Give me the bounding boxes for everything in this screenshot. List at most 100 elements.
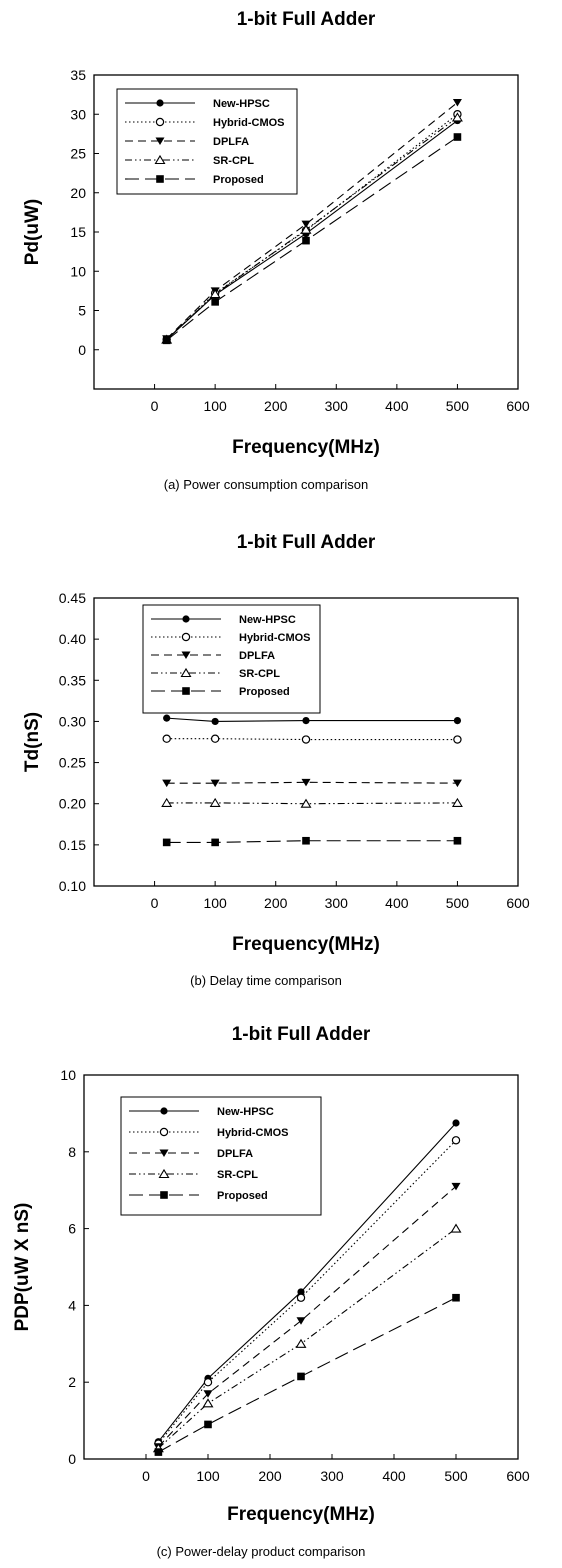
data-point <box>302 836 310 845</box>
y-tick-label: 0.45 <box>59 590 86 606</box>
legend-label: DPLFA <box>213 136 249 148</box>
series-line <box>166 136 458 341</box>
legend-label: Proposed <box>217 1190 268 1202</box>
x-tick-label: 600 <box>506 1468 530 1484</box>
legend-label: Hybrid-CMOS <box>217 1127 289 1139</box>
y-tick-label: 0.40 <box>59 631 86 647</box>
data-point <box>451 1136 461 1145</box>
y-tick-label: 0.25 <box>59 755 86 771</box>
data-point <box>203 1390 213 1398</box>
legend-label: Proposed <box>213 174 264 186</box>
y-tick-label: 25 <box>70 146 86 162</box>
series-line <box>157 1185 457 1448</box>
data-point <box>209 797 221 807</box>
legend-label: New-HPSC <box>239 614 296 626</box>
x-tick-label: 400 <box>382 1468 406 1484</box>
x-tick-label: 600 <box>506 895 530 911</box>
data-point <box>452 1293 460 1302</box>
y-tick-label: 0.30 <box>59 713 86 729</box>
x-axis-label: Frequency(MHz) <box>227 1504 375 1525</box>
legend-label: SR-CPL <box>213 155 254 167</box>
data-point <box>451 1182 461 1191</box>
plot-frame <box>83 1074 519 1460</box>
chart-title: 1-bit Full Adder <box>237 9 376 30</box>
y-tick-label: 2 <box>68 1374 76 1390</box>
x-tick-label: 0 <box>151 398 159 414</box>
legend-marker <box>160 1107 168 1115</box>
x-tick-label: 300 <box>320 1468 344 1484</box>
series-line <box>166 802 458 805</box>
x-tick-label: 500 <box>446 895 470 911</box>
legend-label: DPLFA <box>217 1148 253 1160</box>
y-tick-label: 0.15 <box>59 837 86 853</box>
x-tick-label: 500 <box>446 398 470 414</box>
x-axis-label: Frequency(MHz) <box>232 437 380 458</box>
data-point <box>154 1448 163 1456</box>
data-point <box>301 778 311 787</box>
figure-caption: (c) Power-delay product comparison <box>157 1544 366 1559</box>
series-line <box>166 717 458 722</box>
legend-label: New-HPSC <box>217 1106 274 1118</box>
x-tick-label: 100 <box>196 1468 220 1484</box>
chart-title: 1-bit Full Adder <box>237 532 376 553</box>
data-point <box>452 98 462 107</box>
data-point <box>453 836 462 845</box>
y-tick-label: 8 <box>68 1144 76 1160</box>
legend: New-HPSC Hybrid-CMOS DPLFA SR-CPL Proposed <box>116 88 298 195</box>
legend-label: Hybrid-CMOS <box>239 632 311 644</box>
legend-marker <box>182 687 190 695</box>
legend-label: Proposed <box>239 686 290 698</box>
data-point <box>211 717 219 726</box>
legend-marker <box>182 615 190 623</box>
legend-label: SR-CPL <box>217 1169 258 1181</box>
legend-marker <box>158 1168 170 1179</box>
chart-panel-1: 1-bit Full Adder 0 5 10 15 20 25 30 35 0 100 200 300… <box>22 9 530 492</box>
y-tick-label: 0 <box>78 342 86 358</box>
y-tick-label: 20 <box>70 185 86 201</box>
series-proposed <box>154 1293 460 1456</box>
series-proposed <box>162 836 462 847</box>
data-point <box>453 735 462 744</box>
y-tick-label: 5 <box>78 303 86 319</box>
legend-marker <box>180 667 192 678</box>
y-axis-label: Pd(uW) <box>22 199 43 265</box>
data-point <box>162 779 172 788</box>
y-tick-label: 0.10 <box>59 878 86 894</box>
legend-label: Hybrid-CMOS <box>213 117 285 129</box>
legend-label: DPLFA <box>239 650 275 662</box>
data-point <box>297 1372 305 1381</box>
y-tick-label: 0.35 <box>59 672 86 688</box>
data-point <box>452 1119 460 1127</box>
legend-marker <box>154 154 166 165</box>
data-point <box>301 735 311 744</box>
series-dplfa <box>153 1182 461 1451</box>
x-tick-label: 100 <box>203 398 227 414</box>
series-line <box>166 840 458 843</box>
figure-caption: (a) Power consumption comparison <box>164 477 368 492</box>
data-point <box>302 236 310 245</box>
series-line <box>166 120 458 340</box>
y-tick-label: 4 <box>68 1297 76 1313</box>
legend-marker <box>181 651 191 659</box>
data-point <box>209 288 221 299</box>
data-point <box>297 1288 305 1296</box>
y-tick-label: 15 <box>70 224 86 240</box>
series-line <box>158 1297 457 1453</box>
data-point <box>300 224 312 234</box>
data-point <box>163 714 171 722</box>
y-axis-label: PDP(uW X nS) <box>12 1203 33 1332</box>
legend-marker <box>159 1149 169 1157</box>
x-tick-label: 200 <box>258 1468 282 1484</box>
legend-marker <box>155 137 165 145</box>
legend-box <box>116 88 298 195</box>
x-tick-label: 400 <box>385 398 409 414</box>
data-point <box>203 1377 213 1387</box>
y-tick-label: 0 <box>68 1451 76 1467</box>
x-tick-label: 400 <box>385 895 409 911</box>
legend: New-HPSC Hybrid-CMOS DPLFA SR-CPL Proposed <box>142 604 321 714</box>
data-point <box>210 779 220 788</box>
x-tick-label: 500 <box>444 1468 468 1484</box>
data-point <box>162 838 171 847</box>
series-line <box>157 1122 457 1443</box>
